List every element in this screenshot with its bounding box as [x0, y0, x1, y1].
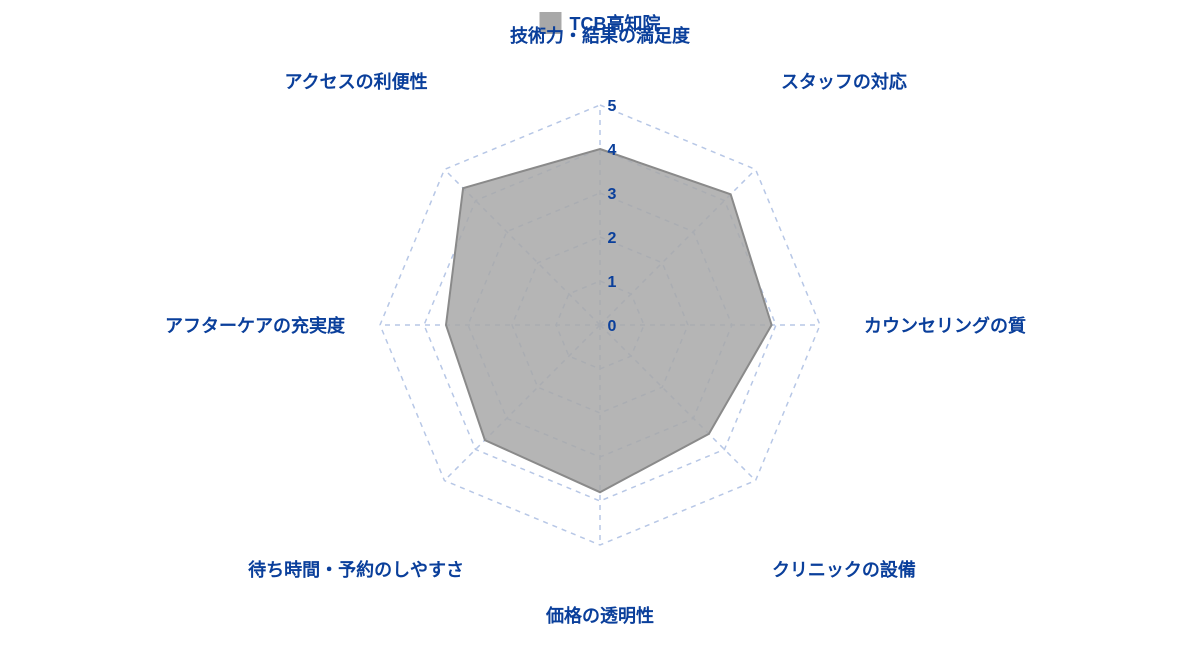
axis-label: スタッフの対応 — [781, 68, 907, 94]
axis-label: アフターケアの充実度 — [165, 312, 345, 338]
axis-label: クリニックの設備 — [772, 556, 916, 582]
axis-label: 技術力・結果の満足度 — [510, 22, 690, 48]
tick-label: 4 — [608, 142, 617, 159]
tick-label: 3 — [608, 186, 617, 203]
axis-label: 価格の透明性 — [546, 602, 654, 628]
axis-label: アクセスの利便性 — [284, 68, 427, 94]
tick-label: 5 — [608, 98, 617, 115]
axis-label: カウンセリングの質 — [864, 312, 1026, 338]
radar-chart-container: TCB高知院 012345 技術力・結果の満足度スタッフの対応カウンセリングの質… — [0, 0, 1200, 657]
tick-label: 0 — [608, 318, 617, 335]
tick-label: 2 — [608, 230, 617, 247]
tick-label: 1 — [608, 274, 617, 291]
axis-label: 待ち時間・予約のしやすさ — [248, 556, 464, 582]
